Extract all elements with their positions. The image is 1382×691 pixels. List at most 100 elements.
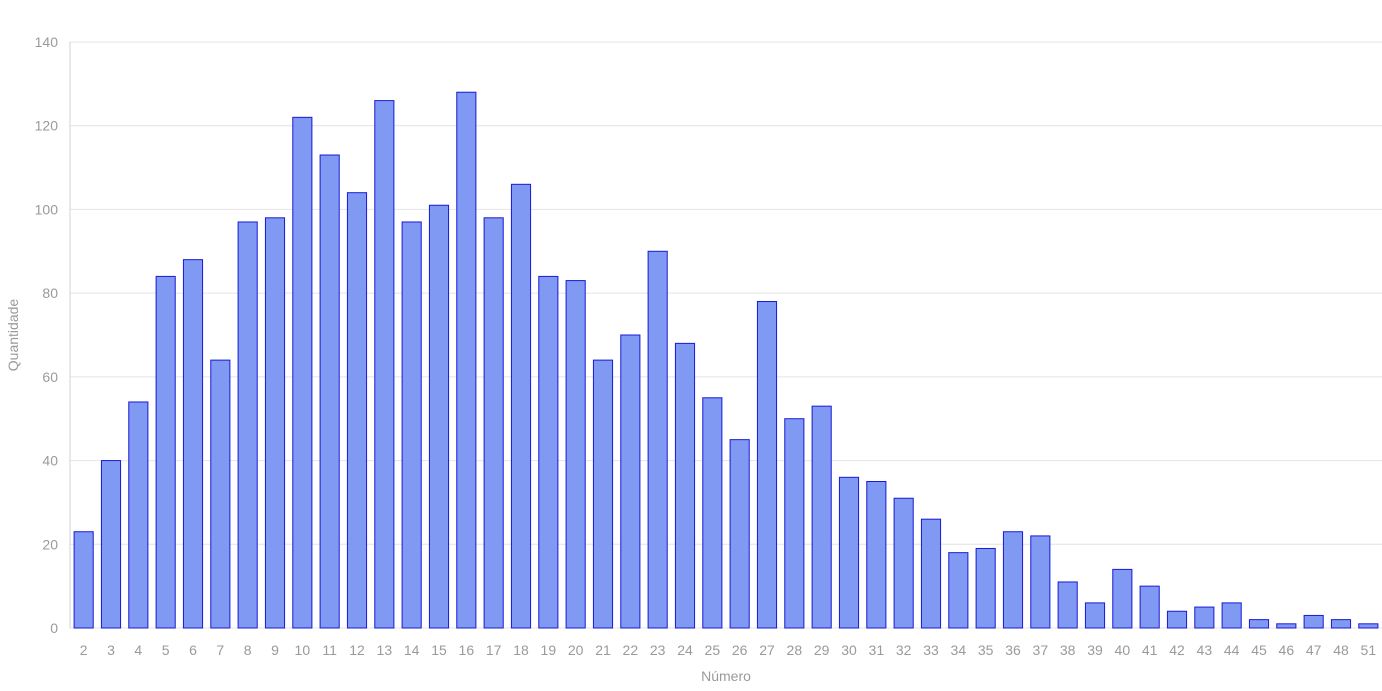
bar-23[interactable] (647, 250, 668, 629)
x-tick-label: 6 (189, 642, 197, 658)
bar-15[interactable] (428, 204, 450, 629)
bar-9[interactable] (264, 217, 286, 629)
y-tick-label: 120 (35, 118, 59, 134)
x-tick-label: 27 (759, 642, 775, 658)
y-tick-label: 60 (42, 369, 58, 385)
bar-28[interactable] (784, 418, 805, 629)
bar-24[interactable] (674, 342, 696, 629)
x-tick-label: 19 (541, 642, 557, 658)
x-tick-label: 51 (1361, 642, 1377, 658)
x-tick-label: 9 (271, 642, 279, 658)
bar-10[interactable] (292, 116, 313, 629)
x-tick-label: 22 (623, 642, 639, 658)
y-tick-label: 20 (42, 536, 58, 552)
bar-33[interactable] (920, 518, 942, 629)
bar-40[interactable] (1112, 568, 1133, 629)
bar-20[interactable] (565, 280, 586, 629)
x-axis-title: Número (701, 668, 751, 684)
bar-47[interactable] (1303, 614, 1324, 629)
bar-21[interactable] (592, 359, 614, 629)
x-tick-label: 11 (322, 642, 337, 658)
x-tick-label: 15 (431, 642, 447, 658)
y-tick-label: 140 (35, 34, 59, 50)
x-tick-label: 33 (923, 642, 939, 658)
x-tick-label: 3 (107, 642, 115, 658)
bar-6[interactable] (182, 259, 204, 629)
bar-30[interactable] (838, 476, 860, 629)
x-tick-label: 4 (134, 642, 142, 658)
x-tick-label: 32 (896, 642, 912, 658)
y-axis-ticks: 0 20 40 60 80 100 120 140 (35, 34, 59, 636)
y-tick-label: 80 (42, 285, 58, 301)
bar-37[interactable] (1030, 535, 1051, 629)
y-axis-title: Quantidade (5, 299, 21, 372)
x-tick-label: 34 (951, 642, 967, 658)
bar-14[interactable] (401, 221, 422, 629)
bar-4[interactable] (128, 401, 149, 629)
x-tick-label: 26 (732, 642, 748, 658)
x-tick-label: 16 (459, 642, 475, 658)
bar-32[interactable] (893, 497, 914, 629)
bar-26[interactable] (729, 439, 750, 629)
bar-8[interactable] (237, 221, 258, 629)
bar-11[interactable] (319, 154, 340, 629)
bar-16[interactable] (456, 91, 477, 629)
bar-19[interactable] (538, 275, 559, 629)
bar-7[interactable] (210, 359, 231, 629)
bar-22[interactable] (620, 334, 641, 629)
bar-36[interactable] (1002, 531, 1024, 629)
bar-46[interactable] (1276, 623, 1297, 629)
x-tick-label: 25 (705, 642, 721, 658)
bar-2[interactable] (73, 531, 94, 629)
bar-51[interactable] (1358, 623, 1379, 629)
x-tick-label: 35 (978, 642, 994, 658)
x-tick-label: 18 (513, 642, 529, 658)
bar-35[interactable] (975, 547, 996, 629)
x-tick-label: 45 (1251, 642, 1267, 658)
x-tick-label: 31 (869, 642, 885, 658)
bar-45[interactable] (1248, 619, 1270, 629)
y-tick-label: 0 (50, 620, 58, 636)
x-tick-label: 28 (787, 642, 803, 658)
x-tick-label: 21 (595, 642, 611, 658)
bar-43[interactable] (1194, 606, 1215, 629)
x-tick-label: 13 (377, 642, 393, 658)
x-tick-label: 43 (1197, 642, 1213, 658)
bar-42[interactable] (1166, 610, 1188, 629)
bar-34[interactable] (948, 552, 969, 629)
bar-12[interactable] (346, 192, 368, 629)
bars-layer (73, 91, 1379, 629)
bar-39[interactable] (1084, 602, 1106, 629)
bar-29[interactable] (811, 405, 832, 629)
bar-13[interactable] (374, 100, 395, 629)
bar-41[interactable] (1139, 585, 1160, 629)
x-tick-label: 7 (216, 642, 224, 658)
x-tick-label: 41 (1142, 642, 1158, 658)
bar-18[interactable] (510, 183, 532, 629)
x-tick-label: 36 (1005, 642, 1021, 658)
bar-25[interactable] (702, 397, 723, 629)
x-tick-label: 23 (650, 642, 666, 658)
x-tick-label: 39 (1087, 642, 1103, 658)
x-tick-label: 8 (244, 642, 252, 658)
bar-3[interactable] (100, 460, 122, 629)
x-tick-label: 46 (1279, 642, 1295, 658)
bar-5[interactable] (155, 275, 176, 629)
bar-17[interactable] (483, 217, 504, 629)
x-tick-label: 14 (404, 642, 420, 658)
bar-48[interactable] (1330, 619, 1352, 629)
x-tick-label: 44 (1224, 642, 1240, 658)
bar-38[interactable] (1057, 581, 1078, 629)
x-tick-label: 10 (295, 642, 311, 658)
x-tick-label: 5 (162, 642, 170, 658)
grid-layer (69, 41, 1382, 629)
x-tick-label: 42 (1169, 642, 1185, 658)
x-tick-label: 12 (349, 642, 365, 658)
y-tick-label: 40 (42, 453, 58, 469)
bar-31[interactable] (866, 481, 887, 629)
x-tick-label: 29 (814, 642, 830, 658)
bar-27[interactable] (756, 301, 778, 629)
bar-44[interactable] (1221, 602, 1242, 629)
